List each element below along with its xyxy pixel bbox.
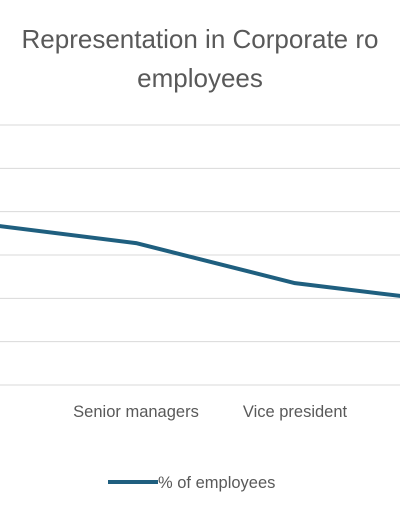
series-line xyxy=(0,224,400,298)
series-group xyxy=(0,224,400,298)
chart-title-line-1: Representation in Corporate ro xyxy=(22,24,379,54)
x-tick-label: Vice president xyxy=(243,403,348,421)
chart-title-line-2: employees xyxy=(137,63,263,93)
x-tick-label: Senior managers xyxy=(73,403,199,421)
gridlines xyxy=(0,124,400,386)
legend-series-label: % of employees xyxy=(158,474,275,492)
legend: % of employees xyxy=(108,474,275,492)
